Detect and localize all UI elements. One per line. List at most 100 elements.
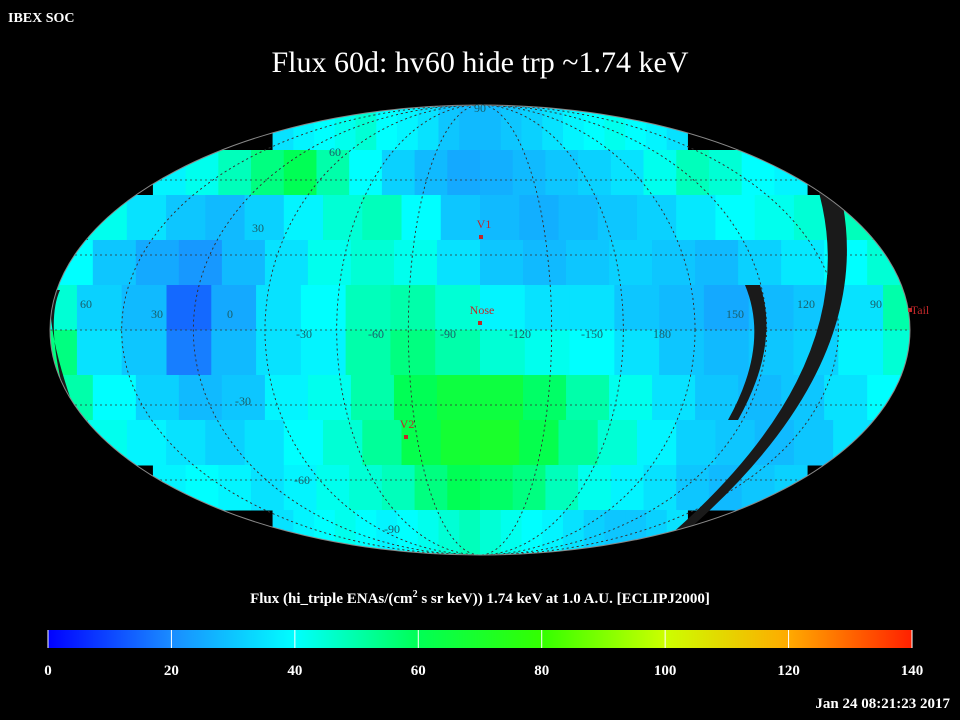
- org-label: IBEX SOC: [8, 11, 75, 26]
- flux-cell: [583, 105, 605, 151]
- flux-cell: [185, 150, 219, 196]
- flux-cell: [50, 375, 94, 421]
- flux-cell: [376, 510, 398, 555]
- label-sup: 2: [413, 589, 418, 600]
- flux-cell: [695, 375, 739, 421]
- flux-cell: [781, 240, 825, 286]
- flux-cell: [774, 150, 808, 196]
- flux-cell: [307, 240, 352, 286]
- flux-cell: [283, 465, 317, 511]
- longitude-label: -90: [440, 327, 456, 341]
- flux-cell: [435, 285, 481, 331]
- marker: [908, 308, 912, 312]
- flux-cell: [135, 240, 180, 286]
- flux-cell: [838, 285, 884, 331]
- flux-cell: [307, 375, 352, 421]
- flux-cell: [480, 150, 514, 196]
- flux-cell: [480, 465, 514, 511]
- marker-label: Nose: [470, 303, 495, 317]
- flux-cell: [376, 105, 398, 151]
- latitude-label: -60: [294, 473, 310, 487]
- flux-cell: [659, 285, 705, 331]
- flux-cell: [524, 330, 571, 376]
- flux-cell: [401, 420, 442, 466]
- flux-cell: [397, 105, 419, 151]
- flux-cell: [676, 420, 716, 466]
- flux-cell: [867, 375, 910, 421]
- flux-cell: [401, 195, 442, 241]
- graticule: [50, 105, 910, 555]
- flux-cell: [349, 150, 383, 196]
- colorbar-tick-label: 140: [901, 663, 924, 679]
- longitude-label: 90: [870, 297, 882, 311]
- flux-cell: [609, 240, 653, 286]
- flux-cell: [440, 195, 481, 241]
- flux-cell: [185, 465, 219, 511]
- flux-cell: [221, 375, 266, 421]
- flux-cell: [741, 150, 775, 196]
- flux-cell: [824, 375, 868, 421]
- flux-cell: [393, 240, 438, 286]
- flux-cell: [566, 375, 610, 421]
- flux-cell: [438, 510, 460, 555]
- flux-cell: [643, 150, 677, 196]
- colorbar-tick-label: 60: [411, 663, 426, 679]
- exclusion-arcs: [50, 105, 847, 552]
- flux-cell: [293, 510, 315, 555]
- flux-cell: [316, 465, 350, 511]
- flux-cell: [362, 195, 403, 241]
- flux-cell: [521, 105, 543, 151]
- flux-cell: [417, 105, 440, 151]
- flux-cell: [480, 510, 502, 555]
- flux-cell: [480, 330, 526, 376]
- flux-cell: [205, 195, 246, 241]
- flux-cell: [126, 420, 167, 466]
- flux-cell: [838, 330, 884, 376]
- colorbar: [48, 630, 912, 648]
- flux-cell: [436, 375, 481, 421]
- flux-cell: [218, 150, 252, 196]
- marker: [478, 321, 482, 325]
- flux-cell: [480, 285, 526, 331]
- flux-cell: [334, 510, 357, 555]
- flux-cell: [121, 285, 168, 331]
- flux-cell: [566, 240, 610, 286]
- flux-cell: [211, 285, 257, 331]
- flux-cell: [480, 240, 524, 286]
- flux-cell: [355, 105, 377, 151]
- flux-cell: [218, 465, 252, 511]
- marker: [479, 235, 483, 239]
- flux-cell: [500, 510, 522, 555]
- flux-cell: [314, 105, 336, 151]
- flux-cell: [440, 420, 481, 466]
- flux-cell: [256, 330, 302, 376]
- flux-cell: [583, 510, 605, 555]
- colorbar-tick-label: 20: [164, 663, 179, 679]
- flux-cell: [666, 510, 688, 555]
- label-part: Flux (hi_triple ENAs/(cm: [250, 591, 413, 607]
- flux-cell: [703, 285, 750, 331]
- flux-cell: [92, 240, 137, 286]
- flux-cell: [300, 285, 347, 331]
- flux-cell: [256, 285, 302, 331]
- colorbar-tick-label: 40: [287, 663, 302, 679]
- flux-cell: [524, 285, 571, 331]
- flux-cell: [50, 330, 78, 376]
- flux-cell: [345, 330, 391, 376]
- flux-cell: [355, 510, 377, 555]
- flux-cell: [519, 420, 559, 466]
- flux-cell: [833, 420, 873, 466]
- flux-cell: [676, 465, 710, 511]
- marker-label: V1: [477, 217, 492, 231]
- flux-cell: [166, 330, 212, 376]
- flux-cell: [414, 465, 448, 511]
- flux-cell: [390, 285, 436, 331]
- flux-cell: [604, 105, 626, 151]
- flux-cell: [558, 195, 599, 241]
- latitude-label: 90: [474, 101, 486, 115]
- flux-cell: [459, 510, 481, 555]
- flux-cell: [414, 150, 448, 196]
- longitude-label: 30: [151, 307, 163, 321]
- flux-cell: [178, 375, 223, 421]
- flux-cell: [625, 105, 647, 151]
